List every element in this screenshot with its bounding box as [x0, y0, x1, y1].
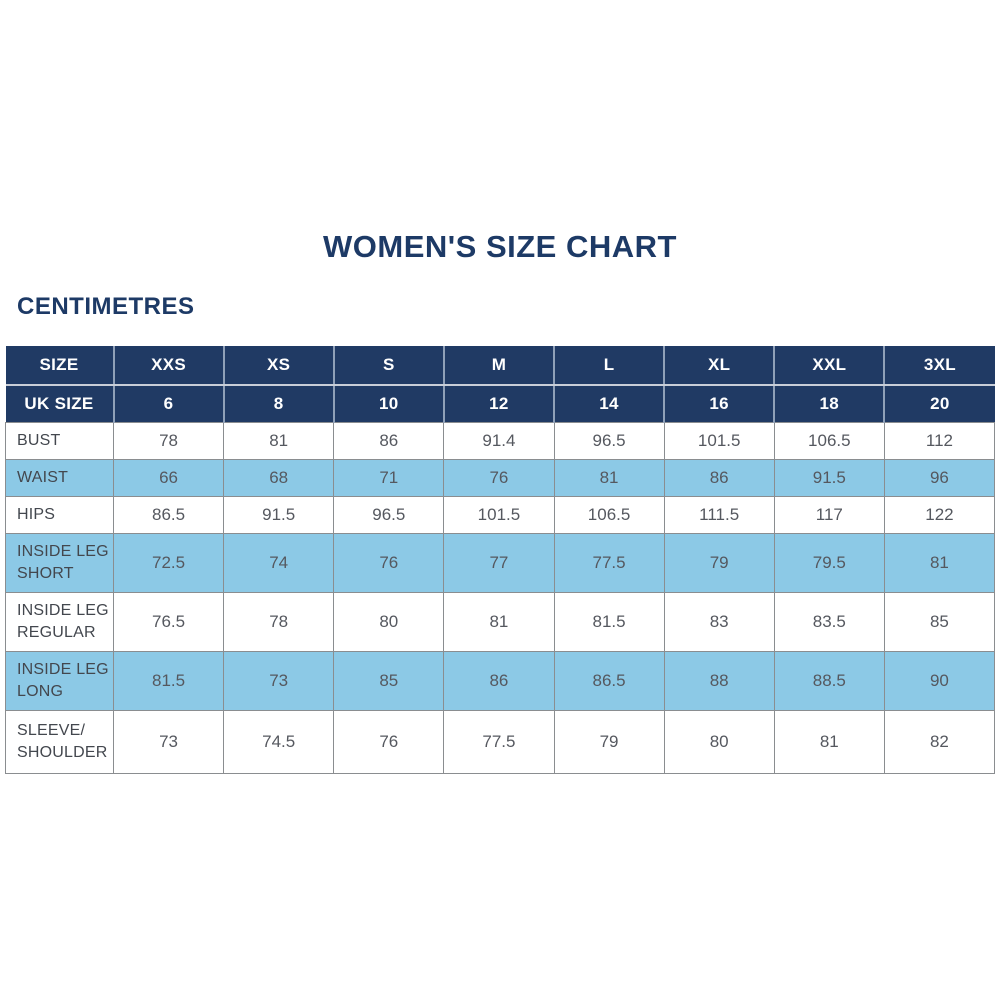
measurement-label: SLEEVE/ SHOULDER	[5, 709, 114, 774]
measurement-value: 106.5	[773, 421, 885, 460]
measurement-value: 86.5	[553, 650, 665, 711]
measurement-value: 66	[112, 458, 225, 497]
measurement-label: WAIST	[5, 458, 114, 497]
measurement-value: 91.4	[443, 421, 555, 460]
measurement-value: 82	[883, 709, 996, 774]
measurement-value: 79	[663, 532, 775, 593]
measurement-value: 81	[553, 458, 665, 497]
header-cell: M	[443, 346, 556, 386]
uk-size-header-row: UK SIZE 6 8 10 12 14 16 18 20	[5, 385, 995, 422]
measurement-value: 101.5	[443, 495, 555, 534]
measurement-label: INSIDE LEG LONG	[5, 650, 114, 711]
measurement-value: 96.5	[333, 495, 445, 534]
measurement-value: 76	[333, 709, 445, 774]
table-row: WAIST 66 68 71 76 81 86 91.5 96	[5, 458, 996, 497]
measurement-value: 117	[773, 495, 885, 534]
measurement-value: 85	[883, 591, 996, 652]
header-cell: S	[333, 346, 445, 386]
measurement-value: 73	[112, 709, 225, 774]
measurement-value: 81	[223, 421, 335, 460]
measurement-value: 111.5	[663, 495, 775, 534]
table-row: SLEEVE/ SHOULDER 73 74.5 76 77.5 79 80 81 82	[5, 709, 996, 774]
measurement-value: 91.5	[773, 458, 885, 497]
measurement-value: 79.5	[773, 532, 885, 593]
measurement-value: 76	[443, 458, 555, 497]
measurement-value: 96	[883, 458, 996, 497]
header-cell: L	[554, 346, 666, 386]
measurement-value: 74.5	[223, 709, 335, 774]
header-row-label: SIZE	[5, 346, 115, 386]
size-chart-table: SIZE XXS XS S M L XL XXL 3XL UK SIZE 6 8 10 12 14 16 18 2…	[5, 346, 996, 774]
measurement-value: 101.5	[663, 421, 775, 460]
page-title: WOMEN'S SIZE CHART	[323, 229, 677, 264]
header-row-label: UK SIZE	[5, 385, 115, 422]
measurement-label: INSIDE LEG REGULAR	[5, 591, 114, 652]
size-chart-head: SIZE XXS XS S M L XL XXL 3XL UK SIZE 6 8 10 12 14 16 18 2…	[5, 346, 995, 422]
header-cell: 20	[884, 385, 995, 422]
measurement-value: 78	[223, 591, 335, 652]
header-cell: XS	[223, 346, 335, 386]
measurement-value: 88	[663, 650, 775, 711]
measurement-label: BUST	[5, 421, 114, 460]
measurement-value: 77.5	[553, 532, 665, 593]
table-row: INSIDE LEG REGULAR 76.5 78 80 81 81.5 83 83.5 85	[5, 591, 996, 652]
measurement-value: 88.5	[773, 650, 885, 711]
measurement-value: 91.5	[223, 495, 335, 534]
measurement-value: 86	[333, 421, 445, 460]
units-label: CENTIMETRES	[17, 293, 195, 320]
measurement-value: 106.5	[553, 495, 665, 534]
measurement-value: 80	[663, 709, 775, 774]
header-cell: 12	[443, 385, 556, 422]
table-row: BUST 78 81 86 91.4 96.5 101.5 106.5 112	[5, 421, 996, 460]
measurement-value: 81.5	[112, 650, 225, 711]
table-row: INSIDE LEG SHORT 72.5 74 76 77 77.5 79 79.5 81	[5, 532, 996, 593]
measurement-value: 68	[223, 458, 335, 497]
measurement-value: 85	[333, 650, 445, 711]
measurement-value: 76.5	[112, 591, 225, 652]
measurement-value: 81	[443, 591, 555, 652]
header-cell: 10	[333, 385, 445, 422]
size-header-row: SIZE XXS XS S M L XL XXL 3XL	[5, 346, 995, 386]
header-cell: 16	[664, 385, 776, 422]
measurement-value: 76	[333, 532, 445, 593]
measurement-value: 72.5	[112, 532, 225, 593]
measurement-value: 74	[223, 532, 335, 593]
measurement-value: 81	[883, 532, 996, 593]
measurement-value: 83.5	[773, 591, 885, 652]
measurement-value: 79	[553, 709, 665, 774]
measurement-value: 83	[663, 591, 775, 652]
table-row: INSIDE LEG LONG 81.5 73 85 86 86.5 88 88.5 90	[5, 650, 996, 711]
header-cell: 14	[554, 385, 666, 422]
measurement-value: 73	[223, 650, 335, 711]
measurement-value: 80	[333, 591, 445, 652]
table-row: HIPS 86.5 91.5 96.5 101.5 106.5 111.5 117 122	[5, 495, 996, 534]
header-cell: 8	[223, 385, 335, 422]
measurement-value: 122	[883, 495, 996, 534]
measurement-value: 86.5	[112, 495, 225, 534]
size-chart-body: BUST 78 81 86 91.4 96.5 101.5 106.5 112 WAIST 66 68…	[5, 421, 996, 774]
measurement-value: 77.5	[443, 709, 555, 774]
measurement-value: 71	[333, 458, 445, 497]
measurement-label: INSIDE LEG SHORT	[5, 532, 114, 593]
measurement-value: 77	[443, 532, 555, 593]
header-cell: 18	[774, 385, 886, 422]
measurement-value: 96.5	[553, 421, 665, 460]
header-cell: 6	[113, 385, 225, 422]
measurement-value: 86	[663, 458, 775, 497]
header-cell: XL	[664, 346, 776, 386]
measurement-value: 81.5	[553, 591, 665, 652]
header-cell: XXL	[774, 346, 886, 386]
measurement-value: 78	[112, 421, 225, 460]
measurement-value: 86	[443, 650, 555, 711]
measurement-value: 112	[883, 421, 996, 460]
measurement-value: 81	[773, 709, 885, 774]
header-cell: XXS	[113, 346, 225, 386]
measurement-label: HIPS	[5, 495, 114, 534]
measurement-value: 90	[883, 650, 996, 711]
header-cell: 3XL	[884, 346, 995, 386]
